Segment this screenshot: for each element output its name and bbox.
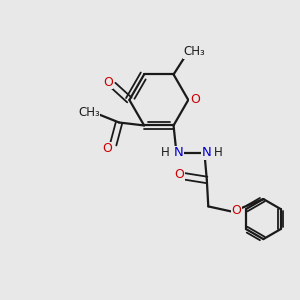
Text: H: H: [161, 146, 170, 159]
Text: N: N: [201, 146, 211, 159]
Text: O: O: [103, 76, 113, 89]
Text: CH₃: CH₃: [183, 45, 205, 58]
Text: O: O: [175, 167, 184, 181]
Text: O: O: [190, 93, 200, 106]
Text: H: H: [214, 146, 223, 159]
Text: CH₃: CH₃: [78, 106, 100, 119]
Text: N: N: [173, 146, 183, 159]
Text: O: O: [102, 142, 112, 155]
Text: O: O: [231, 204, 241, 217]
